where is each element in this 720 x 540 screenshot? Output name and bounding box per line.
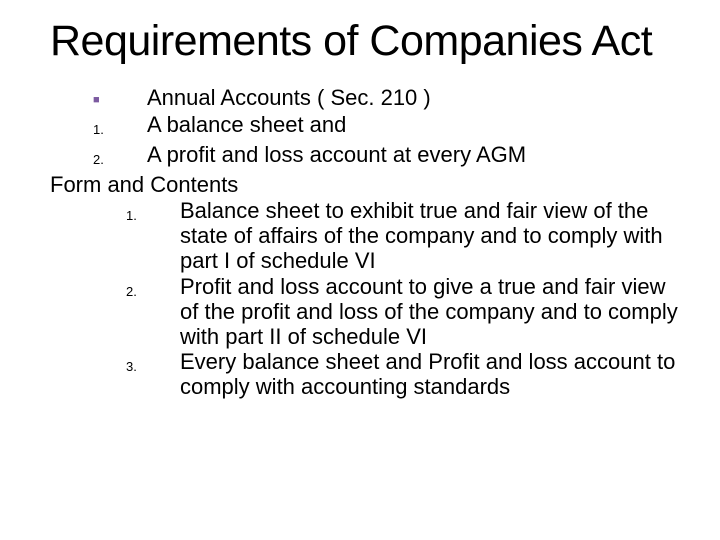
- ordered-text: Balance sheet to exhibit true and fair v…: [180, 199, 680, 274]
- ordered-marker: 2.: [126, 275, 180, 304]
- ordered-item: 2. Profit and loss account to give a tru…: [50, 275, 680, 350]
- slide: Requirements of Companies Act ■ Annual A…: [0, 0, 720, 540]
- subheading-text: Form and Contents: [50, 173, 680, 198]
- ordered-marker: 3.: [126, 350, 180, 379]
- ordered-text: A profit and loss account at every AGM: [147, 143, 680, 168]
- ordered-text: Every balance sheet and Profit and loss …: [180, 350, 680, 400]
- ordered-item: 3. Every balance sheet and Profit and lo…: [50, 350, 680, 400]
- subheading-row: Form and Contents: [50, 173, 680, 198]
- ordered-marker: 1.: [126, 199, 180, 228]
- bullet-text: Annual Accounts ( Sec. 210 ): [147, 86, 680, 111]
- slide-title: Requirements of Companies Act: [50, 18, 680, 64]
- ordered-item: 1. A balance sheet and: [50, 113, 680, 142]
- bullet-item: ■ Annual Accounts ( Sec. 210 ): [50, 86, 680, 112]
- ordered-text: Profit and loss account to give a true a…: [180, 275, 680, 350]
- slide-body: ■ Annual Accounts ( Sec. 210 ) 1. A bala…: [50, 86, 680, 400]
- ordered-marker: 2.: [93, 143, 147, 172]
- ordered-marker: 1.: [93, 113, 147, 142]
- ordered-item: 1. Balance sheet to exhibit true and fai…: [50, 199, 680, 274]
- square-bullet-icon: ■: [93, 86, 147, 112]
- ordered-text: A balance sheet and: [147, 113, 680, 138]
- ordered-item: 2. A profit and loss account at every AG…: [50, 143, 680, 172]
